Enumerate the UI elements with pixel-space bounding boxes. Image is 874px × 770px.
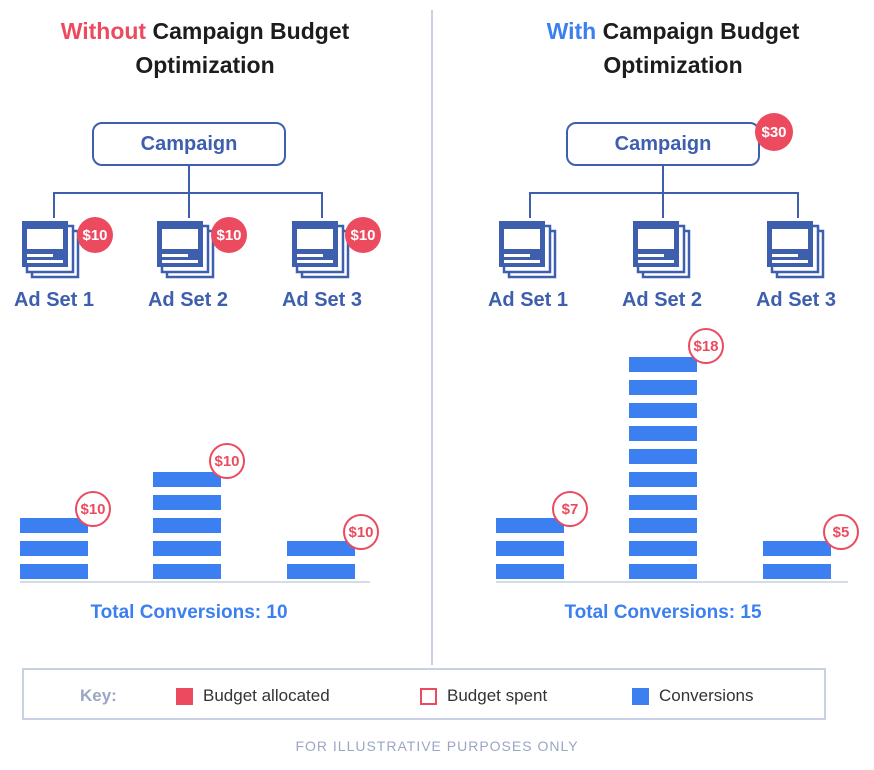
- adset-icon: [767, 221, 825, 279]
- adset-icon: [157, 221, 215, 279]
- conversion-unit: [496, 540, 564, 556]
- blue-square-icon: [632, 687, 649, 705]
- adset-icon: [292, 221, 350, 279]
- red-outline-square-icon: [420, 687, 437, 705]
- conversion-unit: [287, 563, 355, 579]
- key-item-budget-spent: Budget spent: [420, 686, 547, 706]
- key-item-conversions: Conversions: [632, 686, 754, 706]
- key-item-budget-allocated: Budget allocated: [176, 686, 330, 706]
- adset-label: Ad Set 2: [147, 289, 229, 311]
- chart-baseline: [20, 581, 370, 583]
- total-conversions: Total Conversions: 15: [564, 602, 762, 623]
- panel-divider: [431, 10, 433, 665]
- conversion-unit: [629, 448, 697, 464]
- conversion-bar-stack: [287, 540, 355, 587]
- title-line2: Optimization: [135, 52, 275, 78]
- tree-connector-drop: [321, 192, 323, 218]
- conversion-unit: [629, 471, 697, 487]
- budget-allocated-badge: $10: [211, 217, 247, 253]
- adset-label: Ad Set 1: [13, 289, 95, 311]
- adset-icon: [22, 221, 80, 279]
- conversion-unit: [20, 563, 88, 579]
- title-line2: Optimization: [603, 52, 743, 78]
- key-title: Key:: [80, 686, 117, 705]
- conversion-unit: [20, 540, 88, 556]
- tree-connector-drop: [529, 192, 531, 218]
- campaign-budget-badge: $30: [755, 113, 793, 151]
- conversion-unit: [629, 402, 697, 418]
- conversion-bar-stack: [496, 517, 564, 587]
- tree-connector-drop: [188, 192, 190, 218]
- conversion-bar-stack: [629, 356, 697, 587]
- budget-spent-badge: $10: [75, 491, 111, 527]
- conversion-unit: [763, 540, 831, 556]
- chart-baseline: [496, 581, 848, 583]
- budget-spent-badge: $5: [823, 514, 859, 550]
- title-with: With: [546, 18, 597, 44]
- conversion-unit: [20, 517, 88, 533]
- adset-label: Ad Set 3: [281, 289, 363, 311]
- title-without: Without: [60, 18, 147, 44]
- key-label: Conversions: [659, 686, 754, 705]
- budget-allocated-badge: $10: [77, 217, 113, 253]
- tree-connector-horizontal: [529, 192, 799, 194]
- budget-spent-badge: $10: [209, 443, 245, 479]
- conversion-unit: [153, 517, 221, 533]
- conversion-unit: [153, 563, 221, 579]
- red-square-icon: [176, 687, 193, 705]
- budget-spent-badge: $18: [688, 328, 724, 364]
- total-conversions: Total Conversions: 10: [90, 602, 288, 623]
- campaign-label: Campaign: [140, 132, 238, 155]
- legend-key: Key: Budget allocated Budget spent Conve…: [22, 668, 826, 720]
- conversion-unit: [629, 379, 697, 395]
- adset-icon: [499, 221, 557, 279]
- conversion-unit: [496, 563, 564, 579]
- conversion-unit: [629, 540, 697, 556]
- tree-connector-vertical: [188, 166, 190, 192]
- tree-connector-drop: [53, 192, 55, 218]
- conversion-unit: [496, 517, 564, 533]
- campaign-box: Campaign: [566, 122, 760, 166]
- conversion-bar-stack: [153, 471, 221, 587]
- conversion-unit: [629, 425, 697, 441]
- key-label: Budget allocated: [203, 686, 330, 705]
- title-line1-rest: Campaign Budget: [602, 18, 800, 44]
- conversion-unit: [629, 494, 697, 510]
- campaign-label: Campaign: [614, 132, 712, 155]
- conversion-unit: [629, 563, 697, 579]
- conversion-unit: [763, 563, 831, 579]
- key-label: Budget spent: [447, 686, 548, 705]
- tree-connector-vertical: [662, 166, 664, 192]
- budget-spent-badge: $10: [343, 514, 379, 550]
- campaign-box: Campaign: [92, 122, 286, 166]
- conversion-unit: [629, 517, 697, 533]
- footer-disclaimer: FOR ILLUSTRATIVE PURPOSES ONLY: [295, 738, 579, 754]
- conversion-unit: [629, 356, 697, 372]
- right-panel-title: With Campaign Budget Optimization: [463, 14, 874, 82]
- tree-connector-drop: [662, 192, 664, 218]
- budget-spent-badge: $7: [552, 491, 588, 527]
- conversion-unit: [153, 471, 221, 487]
- tree-connector-drop: [797, 192, 799, 218]
- adset-label: Ad Set 3: [755, 289, 837, 311]
- budget-allocated-badge: $10: [345, 217, 381, 253]
- conversion-unit: [287, 540, 355, 556]
- conversion-unit: [153, 540, 221, 556]
- conversion-unit: [153, 494, 221, 510]
- adset-label: Ad Set 1: [487, 289, 569, 311]
- title-line1-rest: Campaign Budget: [152, 18, 350, 44]
- left-panel-title: Without Campaign Budget Optimization: [0, 14, 415, 82]
- conversion-bar-stack: [20, 517, 88, 587]
- adset-label: Ad Set 2: [621, 289, 703, 311]
- adset-icon: [633, 221, 691, 279]
- conversion-bar-stack: [763, 540, 831, 587]
